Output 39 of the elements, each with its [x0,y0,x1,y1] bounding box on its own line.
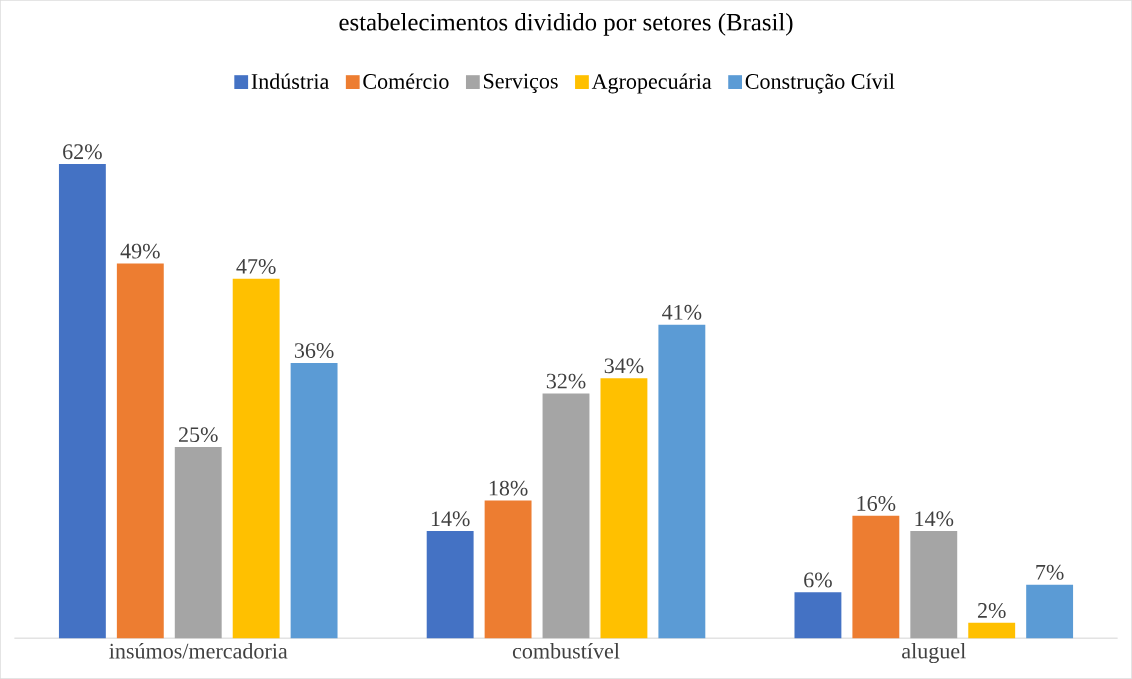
data-label: 16% [857,495,896,511]
bar [58,164,106,639]
data-label: 36% [294,343,334,359]
data-label: 34% [604,358,644,374]
data-label: 49% [120,243,160,259]
bar [426,531,474,639]
data-label: 18% [489,480,528,496]
legend-label: Serviços [483,73,558,94]
legend-label: Comércio [363,73,449,89]
data-label: 14% [915,511,954,527]
data-label: 47% [236,258,276,274]
data-label: 41% [662,304,702,320]
data-label: 14% [431,511,470,527]
x-tick-label: combustível [512,643,620,659]
chart-title: estabelecimentos dividido por setores (Brasil) [339,13,793,36]
data-label: 62% [63,144,102,160]
bar [600,378,648,639]
bar [968,622,1016,639]
bar [852,515,900,639]
data-label: 2% [977,603,1006,618]
data-label: 7% [1036,564,1064,580]
data-label: 32% [546,373,586,389]
bar [484,500,532,639]
data-label: 25% [178,427,218,443]
bar [290,362,338,639]
bar [658,324,706,639]
bar [1026,584,1074,639]
data-label: 6% [804,572,832,588]
bar [910,531,958,639]
bar [232,278,280,639]
x-tick-label: insúmos/mercadoria [109,643,288,659]
bar [116,263,164,639]
bar [794,592,842,639]
legend-label: Indústria [251,73,329,89]
x-tick-label: aluguel [902,643,966,664]
legend-label: Construção Cívil [745,73,895,94]
legend-label: Agropecuária [591,73,712,94]
bar [174,447,222,639]
bar [542,393,590,639]
